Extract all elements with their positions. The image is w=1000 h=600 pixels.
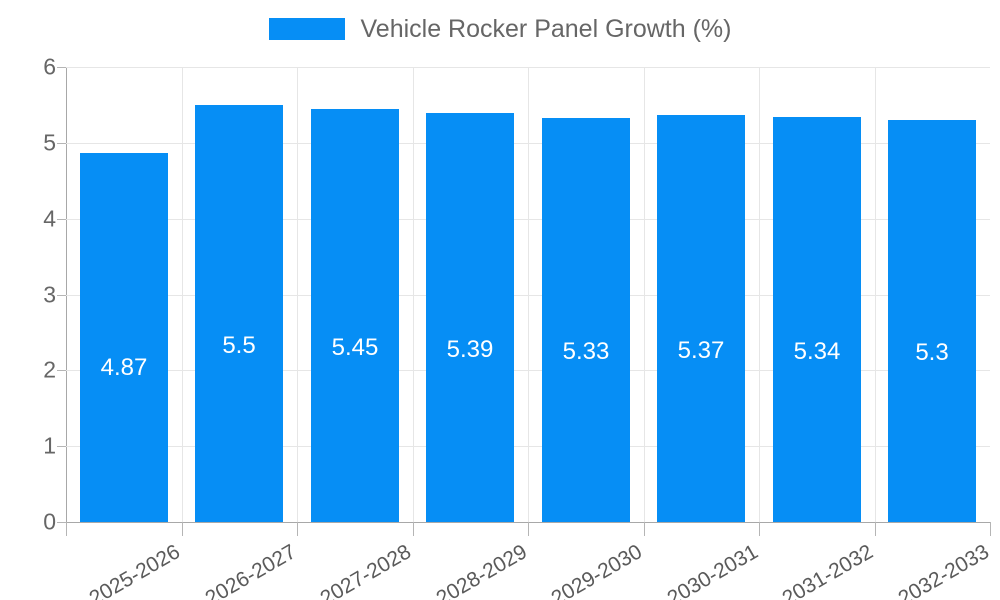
bar-value-label: 5.5 (222, 331, 256, 359)
x-axis-tick-label: 2029-2030 (547, 540, 646, 600)
bar-value-label: 5.33 (562, 337, 610, 365)
plot-area: 4.87 5.5 5.45 5.39 5.33 5.37 5.34 5.3 (66, 67, 990, 523)
gridline-vertical (413, 67, 414, 522)
x-axis-tick-mark (182, 522, 183, 536)
bar-value-label: 4.87 (100, 353, 148, 381)
gridline-vertical (297, 67, 298, 522)
x-axis-tick-mark (990, 522, 991, 536)
bar-value-label: 5.45 (331, 333, 379, 361)
y-axis-tick-labels: 0 1 2 3 4 5 6 (0, 0, 66, 600)
legend-color-swatch-icon (268, 18, 345, 40)
y-axis-tick-mark (57, 67, 66, 68)
x-axis-tick-mark (66, 522, 67, 536)
gridline-vertical (182, 67, 183, 522)
legend-label: Vehicle Rocker Panel Growth (%) (360, 14, 732, 43)
x-axis-tick-mark (528, 522, 529, 536)
bar[interactable]: 5.45 (311, 108, 399, 522)
y-axis-tick-mark (57, 522, 66, 523)
bar[interactable]: 5.33 (542, 117, 630, 522)
bar[interactable]: 5.39 (426, 113, 514, 522)
x-axis-tick-mark (875, 522, 876, 536)
x-axis-tick-label: 2030-2031 (663, 540, 762, 600)
x-axis-tick-mark (297, 522, 298, 536)
y-axis-tick-label: 4 (43, 205, 56, 232)
bar-value-label: 5.3 (915, 339, 949, 367)
y-axis-tick-label: 0 (43, 508, 56, 535)
y-axis-tick-mark (57, 446, 66, 448)
y-axis-tick-mark (57, 370, 66, 372)
x-axis-tick-mark (644, 522, 645, 536)
bar[interactable]: 5.34 (773, 117, 861, 522)
y-axis-tick-mark (57, 294, 66, 296)
gridline-vertical (759, 67, 760, 522)
y-axis-tick-mark (57, 142, 66, 144)
y-axis-tick-label: 3 (43, 281, 56, 307)
x-axis-tick-mark (413, 522, 414, 536)
y-axis-tick-label: 1 (43, 432, 56, 459)
x-axis-tick-label: 2031-2032 (778, 540, 877, 600)
bar-value-label: 5.39 (446, 336, 494, 364)
bar[interactable]: 5.3 (888, 120, 976, 522)
legend-item-vehicle-rocker-panel-growth[interactable]: Vehicle Rocker Panel Growth (%) (268, 14, 732, 43)
gridline-vertical (644, 67, 645, 522)
gridline-vertical (528, 67, 529, 522)
bar-value-label: 5.34 (793, 338, 841, 366)
y-axis-tick-label: 6 (43, 53, 56, 80)
x-axis-tick-label: 2025-2026 (85, 540, 184, 600)
y-axis-tick-label: 2 (43, 356, 56, 383)
x-axis-tick-label: 2026-2027 (201, 540, 300, 600)
x-axis-tick-mark (759, 522, 760, 536)
x-axis-tick-label: 2032-2033 (894, 540, 993, 600)
chart-legend: Vehicle Rocker Panel Growth (%) (0, 0, 1000, 58)
y-axis-tick-mark (57, 218, 66, 220)
gridline-vertical (875, 67, 876, 522)
bar[interactable]: 4.87 (80, 152, 168, 522)
x-axis-tick-label: 2028-2029 (432, 540, 531, 600)
x-axis-tick-label: 2027-2028 (316, 540, 415, 600)
bar-value-label: 5.37 (677, 336, 725, 364)
bar[interactable]: 5.37 (657, 114, 745, 522)
bar[interactable]: 5.5 (195, 104, 283, 522)
y-axis-tick-label: 5 (43, 129, 56, 156)
